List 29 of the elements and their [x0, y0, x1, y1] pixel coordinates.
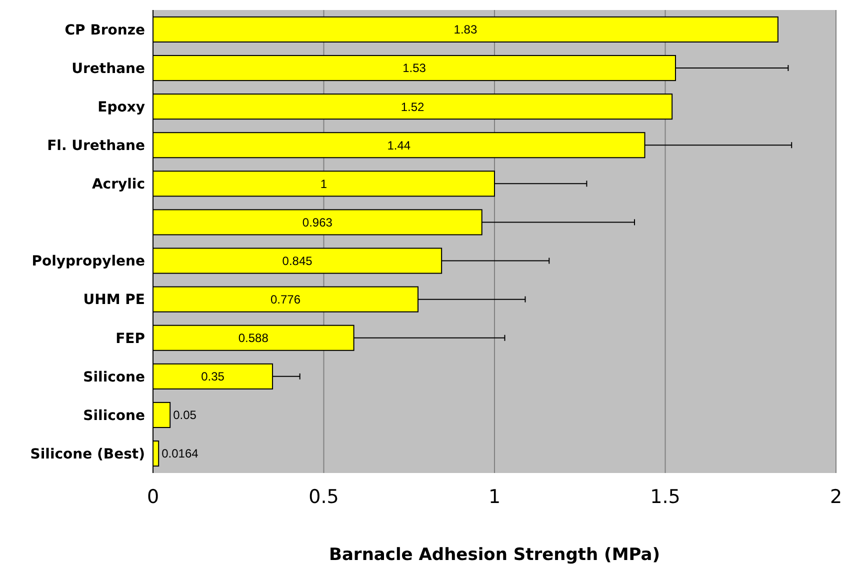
data-label: 1.83 — [454, 22, 478, 37]
x-tick-label: 0 — [146, 486, 160, 508]
y-tick-label: UHM PE — [83, 292, 145, 308]
x-tick-label: 1.5 — [650, 486, 680, 508]
data-label: 0.588 — [238, 331, 269, 346]
y-tick-label: Urethane — [72, 60, 145, 77]
y-tick-label: Fl. Urethane — [47, 138, 145, 154]
data-label: 0.0164 — [162, 446, 199, 461]
data-label: 0.776 — [270, 292, 301, 307]
y-tick-label: Acrylic — [92, 176, 145, 193]
y-tick-label: FEP — [116, 330, 145, 347]
y-tick-label: CP Bronze — [64, 22, 145, 38]
y-tick-label: Polypropylene — [32, 254, 145, 270]
x-tick-label: 0.5 — [308, 486, 339, 508]
y-tick-label: Silicone (Best) — [30, 446, 145, 462]
data-label: 0.845 — [282, 254, 313, 268]
data-label: 0.05 — [173, 408, 197, 422]
data-label: 0.963 — [302, 215, 333, 230]
x-tick-label: 1 — [488, 486, 501, 508]
data-label: 1.44 — [387, 138, 411, 152]
data-label: 1.53 — [402, 61, 426, 76]
data-label: 1 — [320, 176, 328, 191]
y-tick-label: Epoxy — [98, 99, 145, 116]
x-tick-label: 2 — [830, 486, 842, 508]
data-label: 1.52 — [400, 100, 425, 114]
data-label: 0.35 — [201, 370, 225, 384]
y-tick-label: Silicone — [83, 369, 145, 386]
y-tick-label: Silicone — [83, 408, 145, 424]
x-axis-title: Barnacle Adhesion Strength (MPa) — [329, 545, 660, 565]
